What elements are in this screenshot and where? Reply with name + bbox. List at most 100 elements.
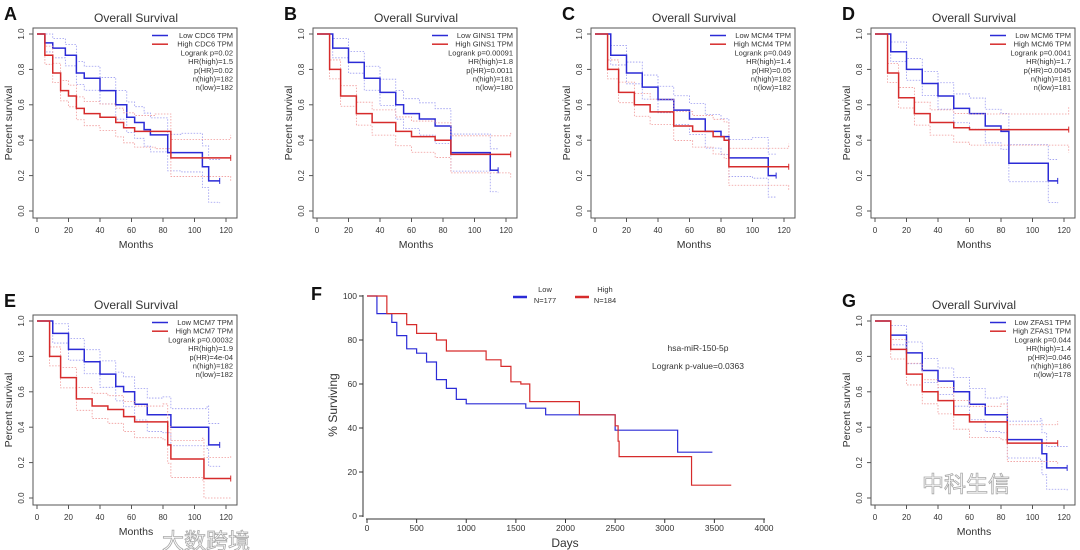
survival-curve-high — [37, 33, 231, 159]
y-tick-label: 0.4 — [297, 134, 306, 146]
x-tick-label: 0 — [35, 513, 40, 522]
y-axis-label: Percent survival — [3, 373, 15, 448]
stat-text: p(HR)=0.05 — [752, 66, 791, 75]
x-tick-label: 1000 — [457, 523, 476, 533]
x-axis-label: Months — [399, 239, 433, 251]
y-tick-label: 1.0 — [855, 28, 864, 40]
x-tick-label: 100 — [468, 226, 482, 235]
panel-c: C Overall Survival 0 20 40 60 80 100 120 0.0 0.2 0.… — [561, 4, 796, 251]
x-tick-label: 3500 — [705, 523, 724, 533]
y-tick-label: 0.8 — [17, 63, 26, 75]
x-tick-label: 120 — [219, 226, 233, 235]
ci-upper-high — [37, 320, 232, 458]
x-tick-label: 4000 — [755, 523, 774, 533]
legend-label: High MCM7 TPM — [176, 327, 233, 336]
y-tick-label: 80 — [348, 335, 358, 345]
stat-text: HR(high)=1.4 — [746, 57, 791, 66]
stat-text: n(high)=182 — [193, 75, 233, 84]
ci-upper-low — [37, 320, 221, 424]
ci-lower-low — [37, 320, 221, 468]
panel-title: Overall Survival — [94, 11, 178, 25]
survival-curve-low — [595, 33, 777, 177]
y-tick-label: 0.4 — [855, 134, 864, 146]
x-tick-label: 120 — [777, 226, 791, 235]
x-axis-label: Months — [957, 526, 991, 538]
plot-frame — [870, 314, 1076, 506]
stat-text: p(HR)=0.0011 — [466, 66, 513, 75]
stat-text: HR(high)=1.7 — [1026, 57, 1071, 66]
legend-label: Low MCM7 TPM — [177, 318, 233, 327]
y-tick-label: 1.0 — [17, 315, 26, 327]
ci-lower-high — [875, 33, 1070, 153]
y-tick-label: 0.8 — [855, 63, 864, 75]
x-tick-label: 20 — [64, 513, 73, 522]
y-tick-label: 0.6 — [575, 99, 584, 111]
x-tick-label: 20 — [344, 226, 353, 235]
x-tick-label: 40 — [934, 513, 943, 522]
x-tick-label: 120 — [499, 226, 513, 235]
panel-d: D Overall Survival 0 20 40 60 80 100 120 0.0 0.2 0.… — [841, 4, 1076, 251]
panel-letter: E — [4, 291, 16, 311]
x-tick-label: 120 — [1057, 513, 1071, 522]
panel-e: E Overall Survival 0 20 40 60 80 100 120 0.0 0.2 0.… — [3, 291, 238, 538]
ci-lower-high — [37, 320, 231, 499]
x-axis-label: Days — [551, 536, 578, 550]
stat-text: HR(high)=1.9 — [188, 344, 233, 353]
x-tick-label: 60 — [685, 226, 694, 235]
legend-label: Low GINS1 TPM — [457, 31, 513, 40]
x-tick-label: 80 — [439, 226, 448, 235]
survival-curve-low — [37, 33, 220, 182]
stat-text: n(high)=181 — [1031, 75, 1071, 84]
survival-curve-high — [317, 33, 511, 156]
stat-text: n(low)=182 — [196, 370, 233, 379]
stat-text: Logrank p=0.0041 — [1010, 48, 1071, 57]
panel-title: Overall Survival — [932, 298, 1016, 312]
plot-frame — [32, 314, 238, 506]
ci-lower-low — [37, 33, 221, 204]
legend-label: Low MCM6 TPM — [1015, 31, 1071, 40]
legend-n: N=177 — [534, 296, 556, 305]
x-tick-label: 120 — [1057, 226, 1071, 235]
y-tick-label: 0.2 — [17, 169, 26, 181]
x-tick-label: 0 — [873, 226, 878, 235]
panel-letter: D — [842, 4, 855, 24]
stat-text: Logrank p=0.00091 — [448, 48, 513, 57]
x-tick-label: 80 — [159, 226, 168, 235]
stat-text: n(high)=181 — [473, 75, 513, 84]
stat-text: p(HR)=0.046 — [1028, 353, 1071, 362]
y-tick-label: 0 — [352, 511, 357, 521]
legend-label: High GINS1 TPM — [455, 40, 513, 49]
x-tick-label: 60 — [407, 226, 416, 235]
x-tick-label: 40 — [934, 226, 943, 235]
y-tick-label: 0.6 — [17, 386, 26, 398]
y-tick-label: 0.6 — [17, 99, 26, 111]
legend-label: Low ZFAS1 TPM — [1014, 318, 1071, 327]
x-tick-label: 20 — [64, 226, 73, 235]
survival-curve-high — [367, 295, 732, 486]
y-tick-label: 20 — [348, 467, 358, 477]
legend-label: High MCM6 TPM — [1014, 40, 1071, 49]
y-axis-label: Percent survival — [3, 86, 15, 161]
survival-curve-low — [875, 33, 1058, 182]
survival-curve-low — [367, 295, 713, 453]
x-tick-label: 20 — [902, 226, 911, 235]
ci-upper-high — [317, 33, 512, 137]
stat-text: Logrank p=0.00032 — [168, 335, 233, 344]
panel-letter: A — [4, 4, 17, 24]
x-tick-label: 100 — [1026, 513, 1040, 522]
panel-a: A Overall Survival 0 20 40 60 80 100 120 0.0 0.2 0.… — [3, 4, 238, 251]
panel-g: G Overall Survival 0 20 40 60 80 100 120 0.0 0.2 0.… — [841, 291, 1076, 538]
x-axis-label: Months — [957, 239, 991, 251]
y-tick-label: 0.4 — [17, 134, 26, 146]
y-tick-label: 1.0 — [17, 28, 26, 40]
x-tick-label: 80 — [717, 226, 726, 235]
panel-b: B Overall Survival 0 20 40 60 80 100 120 0.0 0.2 0.… — [283, 4, 518, 251]
survival-curve-low — [317, 33, 499, 172]
x-tick-label: 0 — [593, 226, 598, 235]
y-tick-label: 60 — [348, 379, 358, 389]
x-tick-label: 20 — [902, 513, 911, 522]
x-tick-label: 100 — [188, 226, 202, 235]
ci-upper-high — [875, 33, 1070, 115]
x-tick-label: 0 — [35, 226, 40, 235]
ci-lower-low — [875, 33, 1059, 204]
